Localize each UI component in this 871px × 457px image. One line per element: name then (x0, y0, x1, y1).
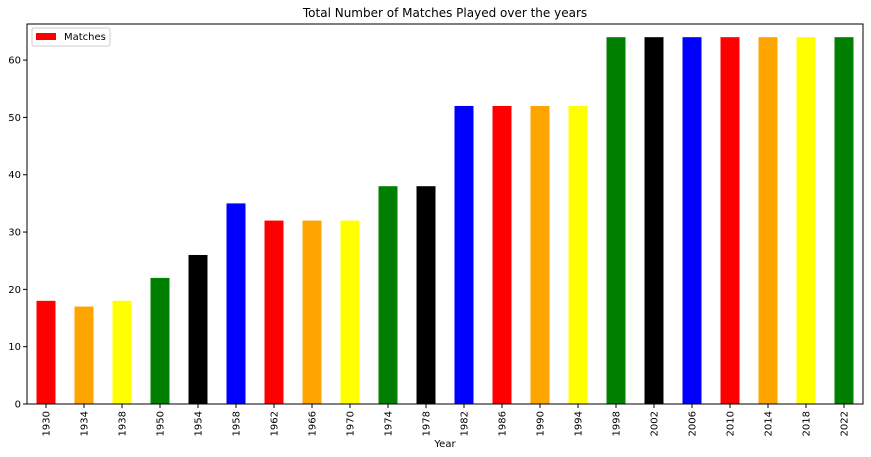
bar-1998 (606, 37, 626, 405)
bar-1934 (74, 306, 94, 404)
x-axis-label: Year (433, 439, 456, 450)
bar-2022 (834, 37, 854, 405)
bar-1978 (416, 186, 436, 404)
plot-frame (26, 23, 864, 405)
bar-1982 (454, 105, 474, 404)
bar-1954 (188, 254, 208, 404)
y-tick-label: 20 (8, 285, 21, 296)
bar-1930 (36, 300, 56, 404)
x-tick-label: 2022 (840, 411, 851, 436)
y-axis-ticks: 0 10 20 30 40 50 60 (8, 56, 27, 411)
chart-title: Total Number of Matches Played over the … (302, 6, 587, 20)
x-tick-label: 2018 (802, 411, 813, 436)
y-tick-label: 50 (8, 113, 21, 124)
x-tick-label: 1950 (156, 411, 167, 436)
y-tick-label: 60 (8, 56, 21, 67)
legend-label: Matches (64, 32, 106, 43)
bar-1970 (340, 220, 360, 404)
bar-1950 (150, 277, 170, 404)
bar-2010 (720, 37, 740, 405)
y-tick-label: 0 (15, 400, 21, 411)
x-tick-label: 1938 (118, 411, 129, 436)
bar-1966 (302, 220, 322, 404)
bar-1994 (568, 105, 588, 404)
legend-swatch (36, 33, 56, 40)
bar-2018 (796, 37, 816, 405)
bar-2006 (682, 37, 702, 405)
bar-1986 (492, 105, 512, 404)
x-tick-label: 1930 (42, 411, 53, 436)
legend-box (31, 27, 111, 47)
x-axis-ticks: 1930 1934 1938 1950 1954 1958 1962 1966 1970 1974… (42, 404, 851, 436)
x-tick-label: 2010 (726, 411, 737, 436)
x-tick-label: 1954 (194, 411, 205, 436)
x-tick-label: 2002 (650, 411, 661, 436)
x-tick-label: 1974 (384, 411, 395, 436)
y-tick-label: 30 (8, 228, 21, 239)
x-tick-label: 1970 (346, 411, 357, 436)
bar-1938 (112, 300, 132, 404)
y-tick-label: 10 (8, 342, 21, 353)
x-tick-label: 1978 (422, 411, 433, 436)
bar-group (36, 37, 854, 405)
bar-2014 (758, 37, 778, 405)
y-tick-label: 40 (8, 170, 21, 181)
bar-1974 (378, 186, 398, 404)
x-tick-label: 1982 (460, 411, 471, 436)
x-tick-label: 1934 (80, 411, 91, 436)
x-tick-label: 1958 (232, 411, 243, 436)
bar-1962 (264, 220, 284, 404)
x-tick-label: 1966 (308, 411, 319, 436)
x-tick-label: 2014 (764, 411, 775, 436)
legend: Matches (31, 27, 111, 47)
x-tick-label: 2006 (688, 411, 699, 436)
x-tick-label: 1986 (498, 411, 509, 436)
x-tick-label: 1994 (574, 411, 585, 436)
x-tick-label: 1962 (270, 411, 281, 436)
bar-1990 (530, 105, 550, 404)
x-tick-label: 1998 (612, 411, 623, 436)
bar-1958 (226, 203, 246, 404)
x-tick-label: 1990 (536, 411, 547, 436)
bar-2002 (644, 37, 664, 405)
